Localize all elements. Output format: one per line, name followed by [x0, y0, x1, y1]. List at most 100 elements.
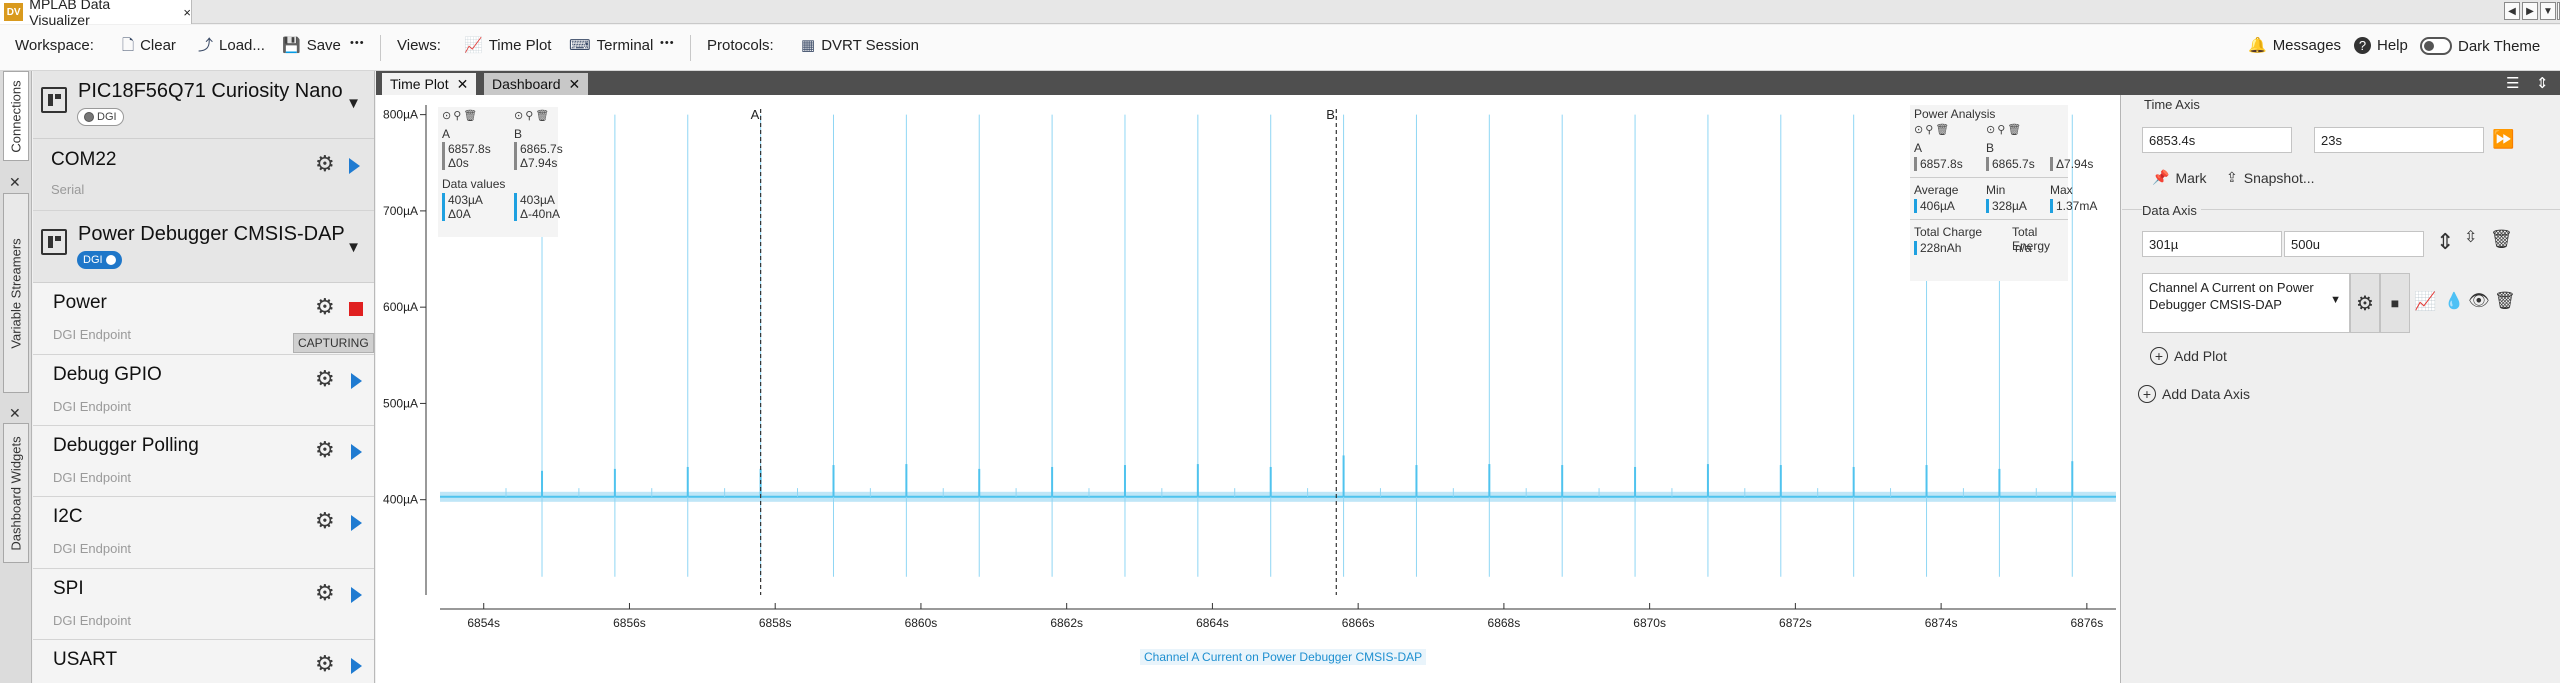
time-plot-button[interactable]: 📈 Time Plot [464, 37, 552, 54]
workspace-more-button[interactable]: ••• [350, 37, 365, 49]
endpoint-name: Power [53, 292, 107, 313]
help-button[interactable]: ? Help [2354, 37, 2408, 54]
export-icon: ⇪ [2226, 169, 2238, 185]
endpoint-usart[interactable]: USART ⚙ [33, 640, 374, 683]
add-plot-button[interactable]: + Add Plot [2150, 347, 2227, 365]
clear-button[interactable]: 🗋 Clear [122, 37, 176, 54]
channel-select[interactable]: Channel A Current on Power Debugger CMSI… [2142, 273, 2350, 333]
gear-icon[interactable]: ⚙ [315, 366, 335, 391]
connections-panel: PIC18F56Q71 Curiosity Nano DGI ▼ COM22 S… [33, 71, 375, 683]
cursor-b-time: 6865.7s Δ7.94s [514, 142, 563, 170]
close-tab-icon[interactable]: ✕ [568, 75, 581, 92]
dark-theme-toggle[interactable]: Dark Theme [2420, 37, 2540, 55]
y-tick-label: 500µA [383, 396, 418, 410]
endpoint-com22[interactable]: COM22 Serial ⚙ [33, 139, 374, 211]
tab-time-plot[interactable]: Time Plot ✕ [382, 73, 477, 95]
data-values-label: Data values [442, 177, 506, 191]
window-menu-icon[interactable]: ▼ [2540, 2, 2556, 20]
fast-forward-icon[interactable]: ⏩ [2492, 129, 2515, 149]
cursor-b-tools-icon[interactable]: ⊙⚲🗑 [514, 110, 552, 122]
scroll-left-icon[interactable]: ◀ [2504, 2, 2520, 20]
pa-a-time: 6857.8s [1914, 157, 1963, 171]
time-plot-chart[interactable]: 800µA 700µA 600µA 500µA 400µA 6854s 6856s 6858s… [376, 95, 2121, 683]
chevron-down-icon[interactable]: ▼ [346, 239, 361, 256]
save-button[interactable]: 💾 Save [282, 37, 341, 54]
mark-button[interactable]: 📌 Mark [2152, 169, 2207, 186]
time-start-input[interactable] [2142, 127, 2292, 153]
play-icon[interactable] [351, 587, 362, 603]
views-more-button[interactable]: ••• [660, 37, 675, 49]
app-tab-close-icon[interactable]: × [183, 4, 191, 20]
cursor-b-label: B [514, 127, 523, 141]
expand-axis-icon[interactable]: ⇕ [2436, 229, 2455, 254]
plot-legend[interactable]: Channel A Current on Power Debugger CMSI… [1140, 649, 1427, 665]
dvrt-session-button[interactable]: ▦ DVRT Session [801, 37, 920, 54]
chart-style-icon[interactable]: 📈 [2414, 291, 2437, 311]
auto-scale-icon[interactable]: ⇳ [2464, 229, 2478, 246]
endpoint-spi[interactable]: SPI DGI Endpoint ⚙ [33, 569, 374, 640]
tab-variable-streamers[interactable]: Variable Streamers [3, 193, 29, 393]
close-variable-streamers-icon[interactable]: ✕ [9, 174, 21, 190]
gear-icon[interactable]: ⚙ [315, 437, 335, 462]
menu-icon[interactable]: ☰ [2506, 75, 2520, 92]
pa-b-label: B [1986, 141, 1995, 155]
endpoint-power[interactable]: Power DGI Endpoint ⚙ CAPTURING [33, 283, 374, 355]
app-tab[interactable]: DV MPLAB Data Visualizer × [0, 0, 192, 28]
delete-axis-icon[interactable]: 🗑 [2490, 229, 2513, 249]
load-button[interactable]: ⤴ Load... [198, 37, 265, 54]
messages-button[interactable]: 🔔 Messages [2248, 37, 2342, 54]
divider [1910, 219, 2068, 220]
play-icon[interactable] [349, 158, 360, 174]
play-icon[interactable] [351, 373, 362, 389]
play-icon[interactable] [351, 658, 362, 674]
device-curiosity-nano[interactable]: PIC18F56Q71 Curiosity Nano DGI ▼ [33, 71, 374, 139]
close-dashboard-widgets-icon[interactable]: ✕ [9, 405, 21, 421]
stop-icon[interactable] [349, 302, 363, 316]
power-analysis-title: Power Analysis [1914, 107, 1996, 121]
close-tab-icon[interactable]: ✕ [456, 75, 469, 92]
time-window-input[interactable] [2314, 127, 2484, 153]
y-tick-label: 700µA [383, 204, 418, 218]
channel-stop-button[interactable]: ■ [2380, 273, 2410, 333]
color-drop-icon[interactable]: 💧 [2444, 293, 2464, 310]
play-icon[interactable] [351, 444, 362, 460]
dgi-toggle[interactable]: DGI [77, 251, 122, 269]
snapshot-button[interactable]: ⇪ Snapshot... [2226, 169, 2315, 186]
play-icon[interactable] [351, 515, 362, 531]
chevron-down-icon[interactable]: ▼ [346, 95, 361, 112]
tab-dashboard-widgets[interactable]: Dashboard Widgets [3, 423, 29, 563]
total-energy-value: n/a [2015, 241, 2032, 255]
x-tick-label: 6876s [2071, 616, 2104, 630]
cursor-a-tools-icon[interactable]: ⊙⚲🗑 [442, 110, 480, 122]
delete-channel-icon[interactable]: 🗑 [2494, 291, 2516, 310]
dgi-toggle[interactable]: DGI [77, 108, 124, 126]
data-max-input[interactable] [2284, 231, 2424, 257]
cursor-a-marker: A [751, 107, 760, 122]
endpoint-debug-gpio[interactable]: Debug GPIO DGI Endpoint ⚙ [33, 355, 374, 426]
endpoint-debugger-polling[interactable]: Debugger Polling DGI Endpoint ⚙ [33, 426, 374, 497]
endpoint-name: SPI [53, 578, 84, 599]
gear-icon[interactable]: ⚙ [315, 151, 335, 176]
gear-icon[interactable]: ⚙ [315, 580, 335, 605]
time-plot-area[interactable]: 800µA 700µA 600µA 500µA 400µA 6854s 6856s 6858s… [376, 95, 2121, 683]
add-data-axis-button[interactable]: + Add Data Axis [2138, 385, 2250, 403]
views-label: Views: [397, 37, 441, 54]
device-power-debugger[interactable]: Power Debugger CMSIS-DAP DGI ▼ [33, 211, 374, 283]
toggle-switch-icon [2420, 37, 2452, 55]
visibility-eye-icon[interactable]: 👁 [2468, 291, 2490, 310]
terminal-button[interactable]: ⌨ Terminal [569, 37, 654, 54]
gear-icon[interactable]: ⚙ [315, 508, 335, 533]
pa-b-tools-icon[interactable]: ⊙⚲🗑 [1986, 124, 2024, 136]
gear-icon[interactable]: ⚙ [315, 294, 335, 319]
time-axis-label: Time Axis [2144, 97, 2200, 112]
endpoint-i2c[interactable]: I2C DGI Endpoint ⚙ [33, 497, 374, 569]
maximize-icon[interactable]: ⇕ [2536, 75, 2549, 92]
pa-a-tools-icon[interactable]: ⊙⚲🗑 [1914, 124, 1952, 136]
tab-dashboard[interactable]: Dashboard ✕ [484, 73, 589, 95]
data-min-input[interactable] [2142, 231, 2282, 257]
tab-connections[interactable]: Connections [3, 71, 29, 161]
scroll-right-icon[interactable]: ▶ [2522, 2, 2538, 20]
endpoint-type: DGI Endpoint [53, 327, 132, 342]
channel-settings-button[interactable]: ⚙ [2350, 273, 2380, 333]
gear-icon[interactable]: ⚙ [315, 651, 335, 676]
